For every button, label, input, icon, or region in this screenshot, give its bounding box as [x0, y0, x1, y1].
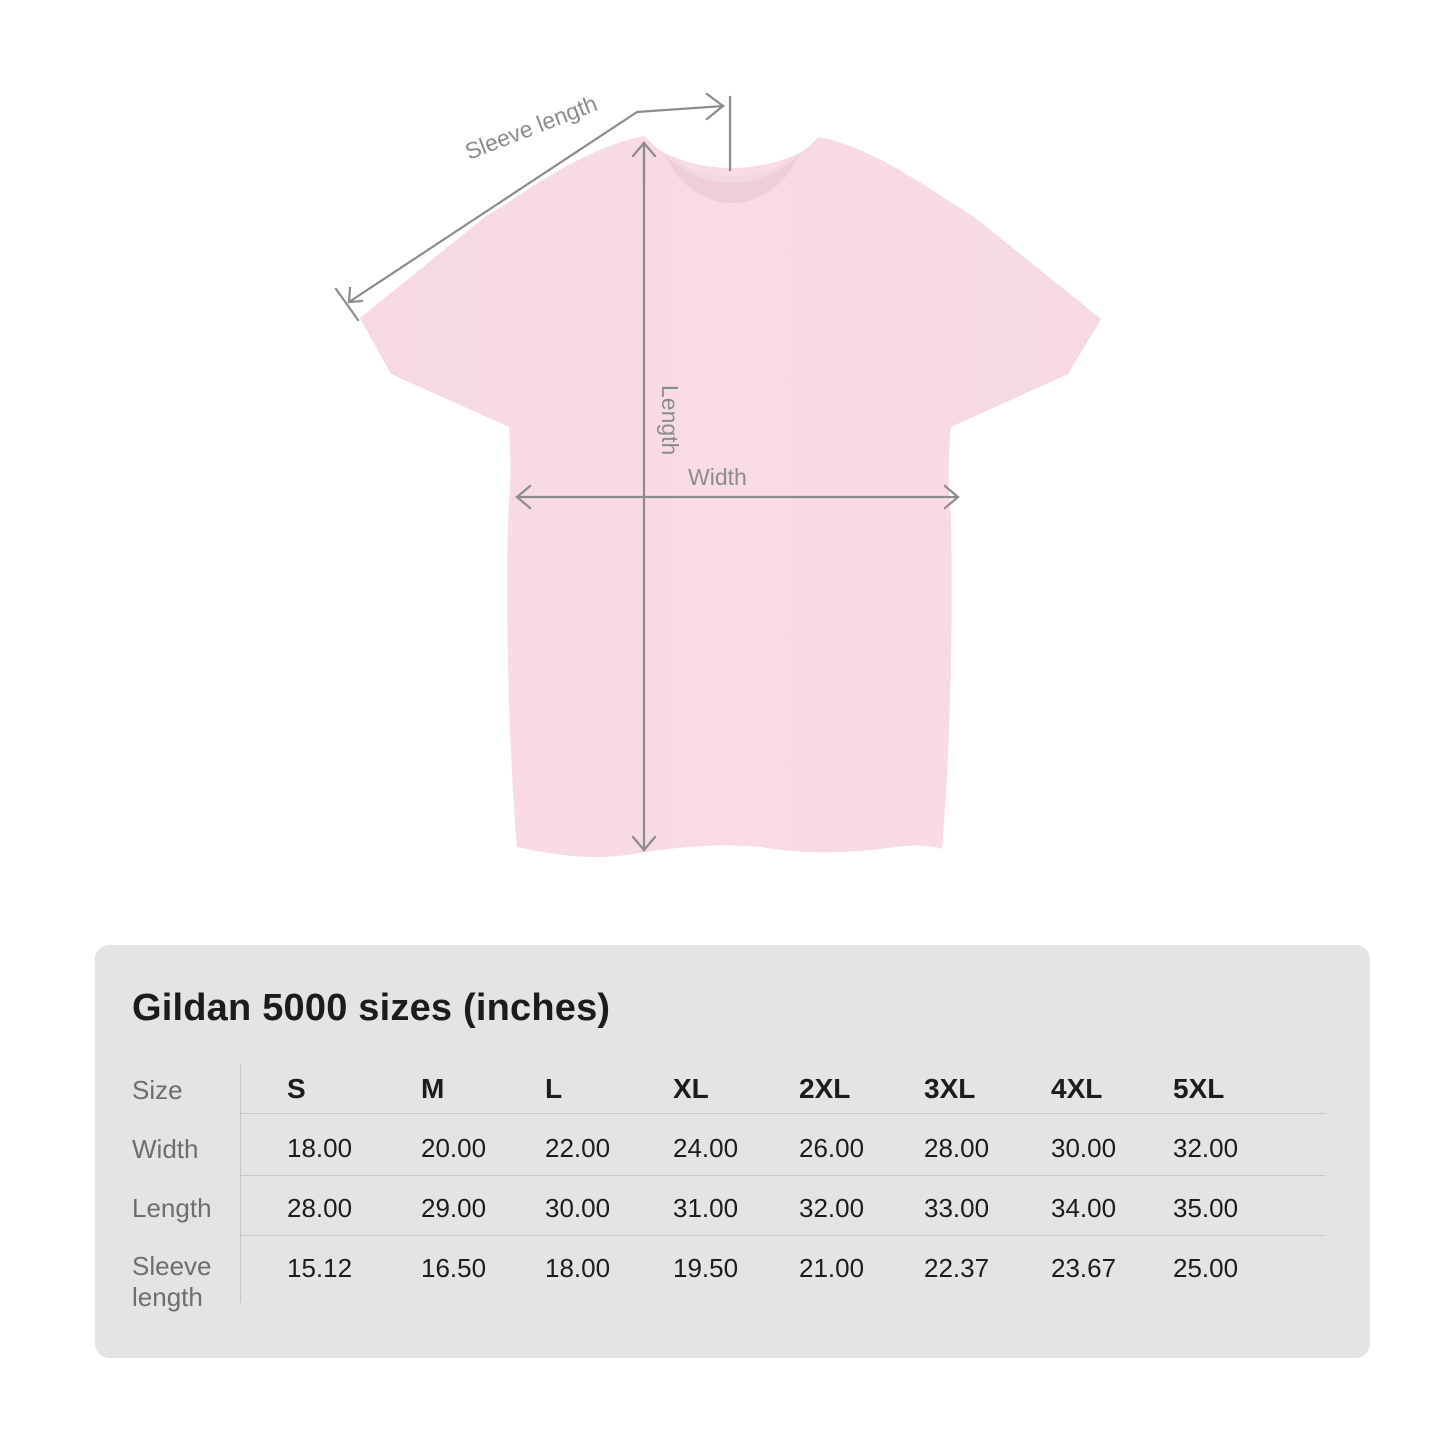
- svg-text:Length: Length: [657, 385, 683, 455]
- svg-text:Sleeve length: Sleeve length: [461, 90, 600, 165]
- svg-text:Width: Width: [688, 464, 747, 490]
